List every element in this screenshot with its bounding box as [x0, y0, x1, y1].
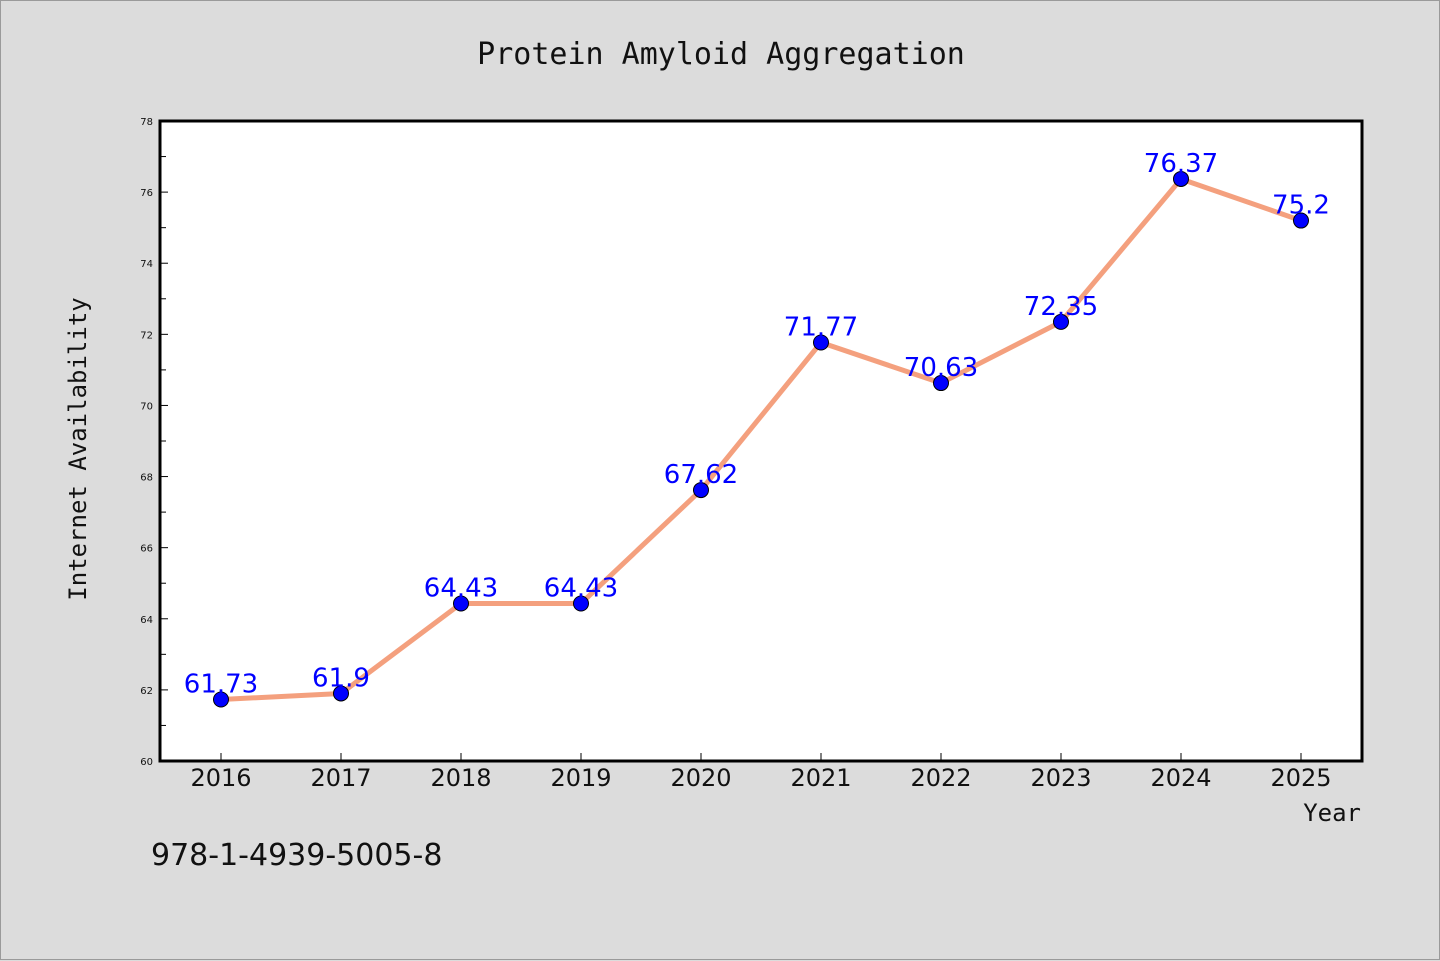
data-point-label: 70.63 — [904, 353, 978, 383]
data-markers — [213, 170, 1309, 708]
data-point-label: 71.77 — [784, 313, 858, 343]
x-tick-label: 2017 — [310, 764, 371, 792]
data-point-marker — [1053, 313, 1069, 330]
y-tick-label: 66 — [140, 544, 153, 555]
data-point-marker — [1293, 212, 1309, 229]
y-tick-label: 68 — [140, 473, 153, 484]
x-tick-label: 2025 — [1270, 764, 1331, 792]
data-point-marker — [813, 334, 829, 351]
x-tick-label: 2023 — [1030, 764, 1091, 792]
y-tick-label: 64 — [140, 615, 153, 626]
data-point-marker — [1173, 170, 1189, 187]
plot-border — [158, 119, 1364, 763]
data-point-label: 64.43 — [544, 573, 618, 603]
data-point-marker — [693, 482, 709, 499]
plot-area — [160, 121, 1362, 761]
data-point-label: 76.37 — [1144, 149, 1218, 179]
data-point-label: 61.73 — [184, 669, 258, 699]
data-point-label: 75.2 — [1272, 191, 1330, 221]
data-point-marker — [213, 691, 229, 708]
y-tick-label: 74 — [140, 259, 153, 270]
x-tick-label: 2018 — [430, 764, 491, 792]
x-tick-label: 2024 — [1150, 764, 1211, 792]
data-point-marker — [333, 685, 349, 702]
x-tick-label: 2016 — [190, 764, 251, 792]
chart-title: Protein Amyloid Aggregation — [477, 37, 965, 72]
data-point-label: 72.35 — [1024, 292, 1098, 322]
y-axis-title: Internet Availability — [64, 297, 92, 600]
x-tick-label: 2021 — [790, 764, 851, 792]
data-labels: 61.73 61.9 64.43 64.43 67.62 71.77 70.63 72.35 7… — [184, 149, 1330, 700]
y-tick-label: 76 — [140, 188, 153, 199]
data-point-label: 64.43 — [424, 573, 498, 603]
isbn-footer: 978-1-4939-5005-8 — [151, 838, 442, 873]
x-tick-label: 2020 — [670, 764, 731, 792]
data-point-marker — [573, 595, 589, 612]
data-point-label: 61.9 — [312, 663, 370, 693]
data-point-label: 67.62 — [664, 460, 738, 490]
data-point-marker — [453, 595, 469, 612]
series-line — [220, 176, 1302, 702]
y-tick-label: 78 — [140, 117, 153, 128]
data-point-marker — [933, 375, 949, 392]
x-tick-label: 2019 — [550, 764, 611, 792]
y-tick-label: 62 — [140, 686, 153, 697]
x-axis-title: Year — [1303, 799, 1361, 827]
x-axis-ticks: 2016 2017 2018 2019 2020 2021 2022 2023 2024 2025 — [190, 753, 1332, 792]
y-tick-label: 72 — [140, 330, 153, 341]
y-tick-label: 70 — [140, 401, 153, 412]
x-tick-label: 2022 — [910, 764, 971, 792]
y-tick-label: 60 — [140, 757, 153, 768]
